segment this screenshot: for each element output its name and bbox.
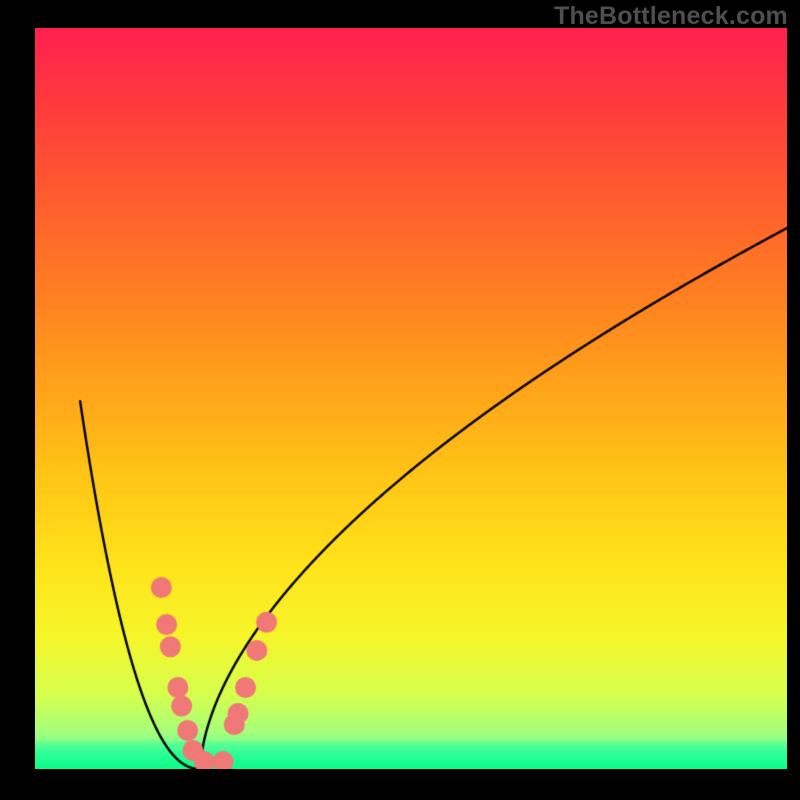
plot-area [35,28,787,769]
chart-stage: TheBottleneck.com [0,0,800,800]
watermark-text: TheBottleneck.com [554,2,788,31]
bottleneck-curve-canvas [35,28,787,769]
